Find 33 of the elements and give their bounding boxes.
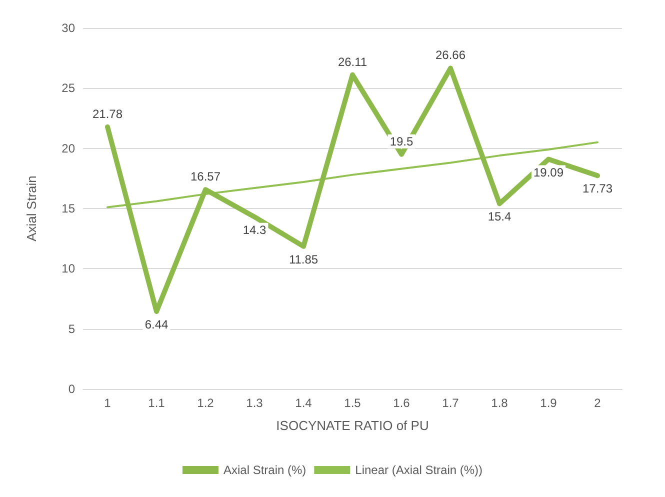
y-tick-label: 0 (68, 382, 76, 396)
data-label: 21.78 (92, 106, 123, 121)
x-tick-label: 1.8 (491, 396, 508, 410)
x-tick-label: 2 (594, 396, 602, 410)
x-tick-label: 1.2 (197, 396, 214, 410)
x-tick-label: 1.5 (344, 396, 362, 410)
data-label: 17.73 (582, 182, 613, 196)
y-tick-label: 5 (68, 322, 76, 336)
x-tick-label: 1 (104, 396, 112, 410)
x-tick-label: 1.3 (246, 396, 264, 410)
y-tick-label: 15 (62, 202, 76, 216)
x-tick-label: 1.4 (295, 396, 312, 410)
x-tick-label: 1.1 (148, 396, 166, 410)
x-tick-label: 1.6 (393, 396, 410, 410)
data-label: 19.09 (533, 165, 564, 180)
legend-label: Linear (Axial Strain (%)) (355, 463, 483, 477)
y-tick-label: 10 (62, 262, 76, 276)
data-label: 19.5 (390, 134, 414, 148)
data-label: 26.66 (435, 48, 466, 62)
x-axis-title: ISOCYNATE RATIO of PU (276, 418, 429, 433)
y-tick-label: 20 (62, 141, 76, 156)
data-label: 6.44 (144, 318, 168, 332)
legend-label: Axial Strain (%) (223, 463, 306, 477)
y-axis-title: Axial Strain (24, 176, 39, 242)
y-tick-label: 25 (62, 81, 76, 96)
x-tick-label: 1.7 (442, 396, 460, 410)
x-tick-label: 1.9 (540, 396, 558, 410)
data-label: 11.85 (288, 252, 318, 266)
data-label: 26.11 (338, 54, 368, 69)
data-label: 15.4 (488, 210, 512, 224)
y-tick-label: 30 (62, 21, 76, 35)
data-label: 16.57 (190, 170, 221, 184)
data-label: 14.3 (242, 222, 266, 237)
